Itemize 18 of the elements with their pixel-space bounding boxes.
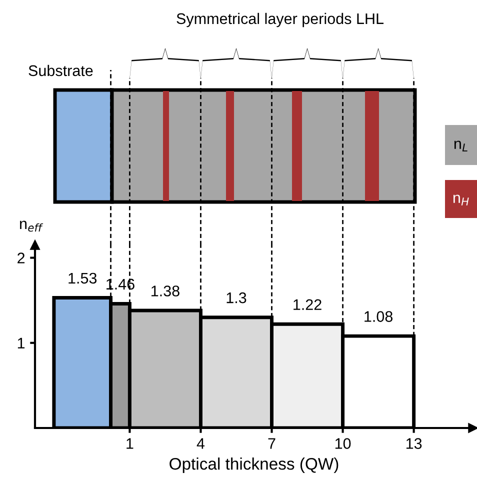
x-axis-title: Optical thickness (QW) bbox=[170, 458, 338, 474]
y-axis-title: n$_{eff}$ bbox=[20, 220, 44, 232]
x-tick-label: 10 bbox=[335, 438, 351, 449]
data-label: 1.3 bbox=[226, 292, 246, 304]
data-label: 1.08 bbox=[364, 311, 392, 322]
y-tick-label: 2 bbox=[18, 252, 25, 264]
x-tick-label: 4 bbox=[196, 438, 205, 449]
chart-title: Symmetrical layer periods LHL bbox=[176, 12, 384, 28]
data-label: 1.53 bbox=[68, 272, 97, 284]
data-label: 1.46 bbox=[106, 278, 134, 290]
data-label: 1.22 bbox=[294, 299, 322, 310]
text: Substrate bbox=[28, 64, 93, 76]
text: n$_{H}$ bbox=[453, 194, 469, 206]
x-tick-label: 7 bbox=[268, 438, 276, 449]
data-label: 1.38 bbox=[152, 286, 180, 296]
x-tick-label: 1 bbox=[126, 438, 134, 449]
x-tick-label: 13 bbox=[406, 438, 422, 449]
text: n$_{L}$ bbox=[454, 140, 468, 152]
